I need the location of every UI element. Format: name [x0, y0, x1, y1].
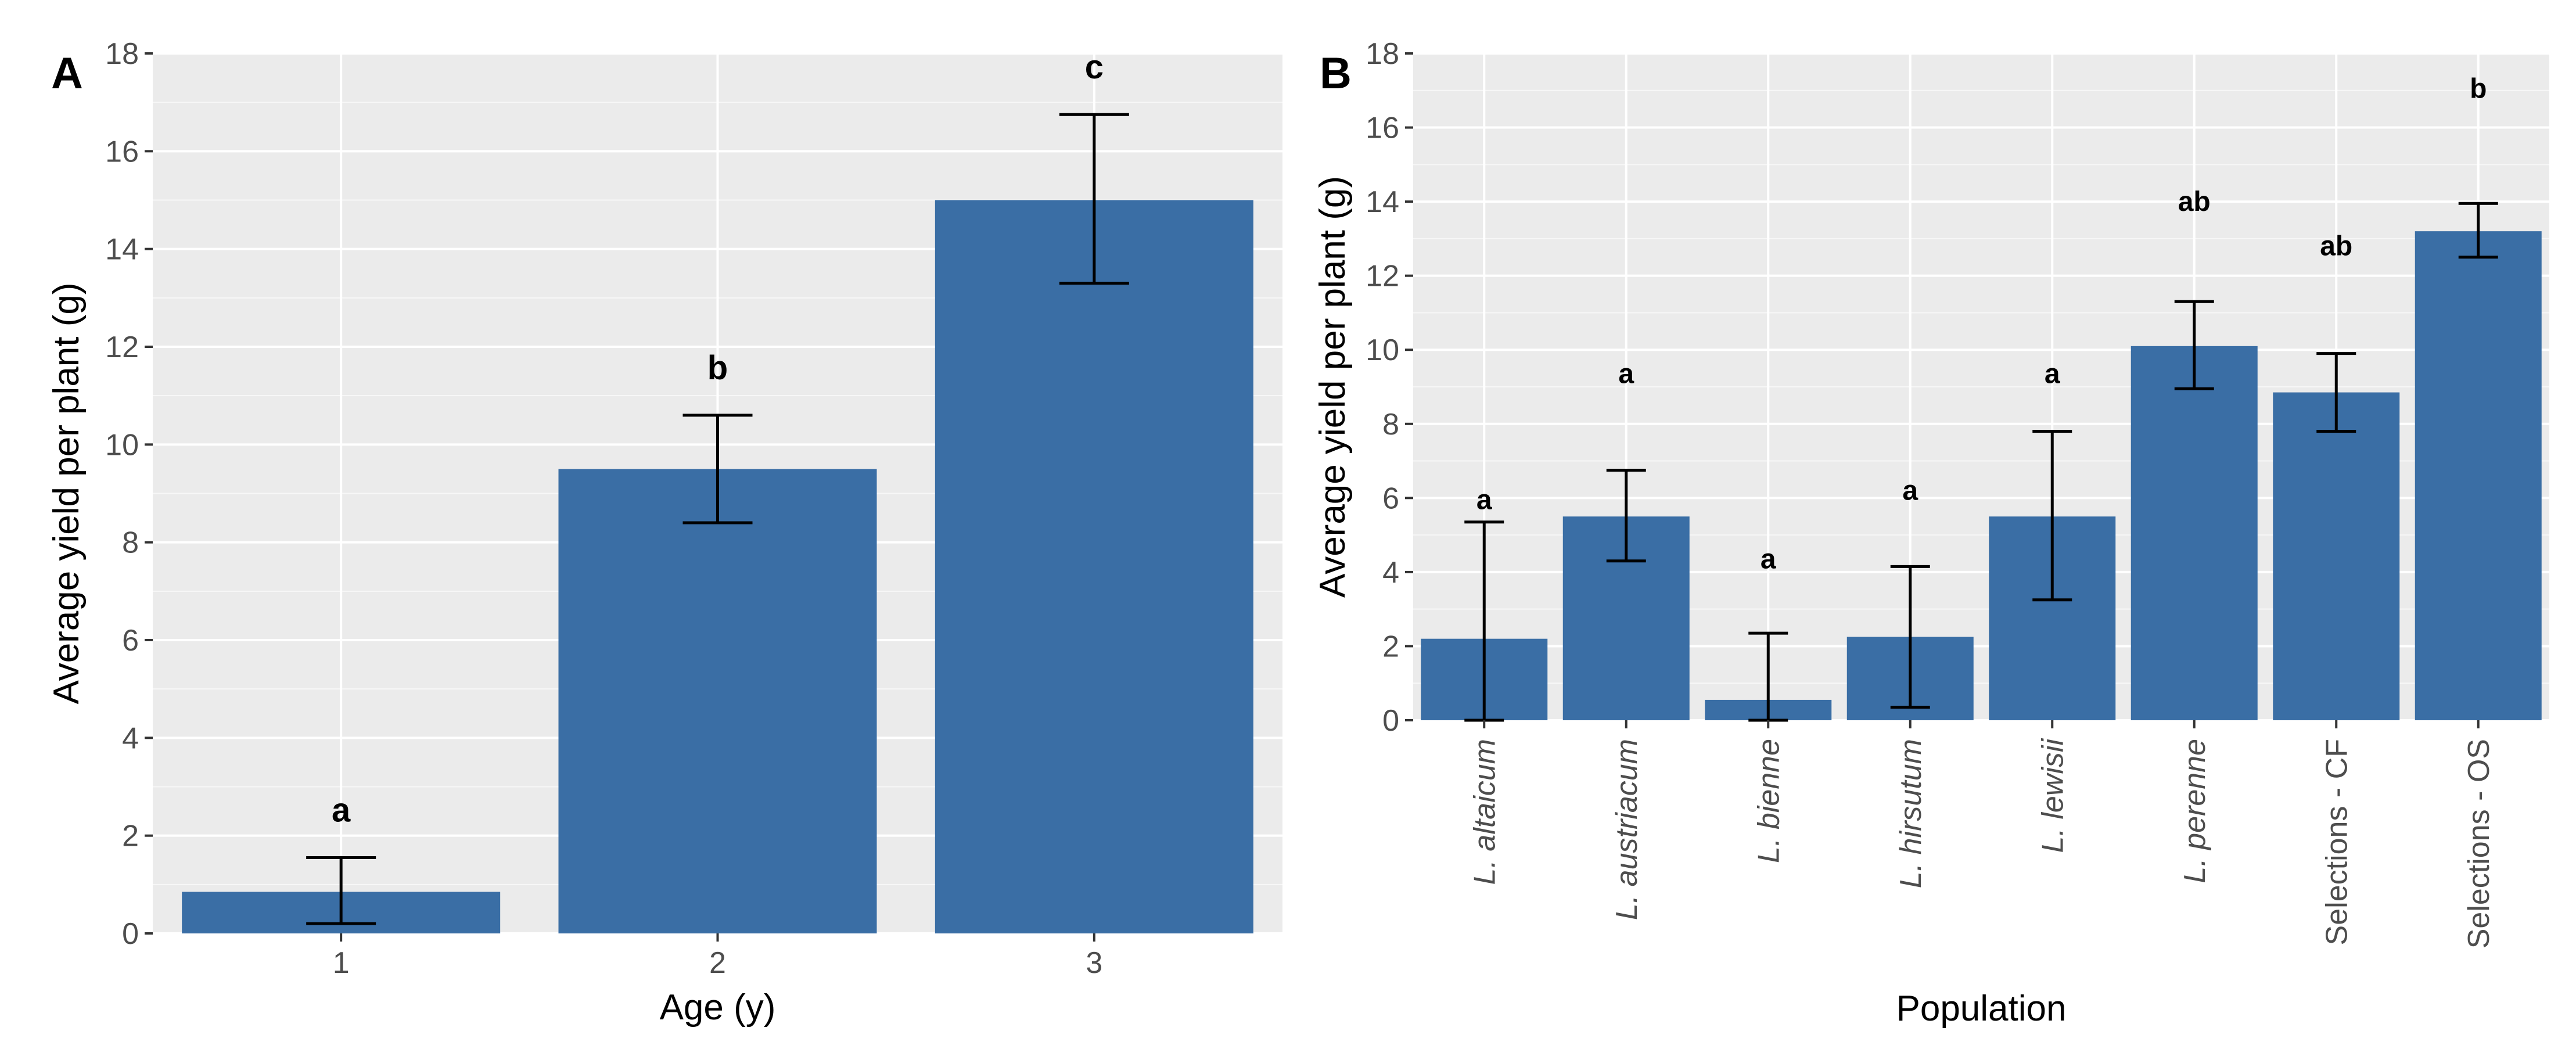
x-axis-title: Age (y): [660, 987, 776, 1028]
y-tick-label: 8: [1382, 408, 1399, 441]
bar: [558, 469, 877, 933]
x-tick-label: Selections - CF: [2320, 739, 2354, 945]
panel-label: B: [1320, 49, 1352, 98]
y-tick-label: 10: [1366, 333, 1399, 367]
y-tick-label: 6: [122, 624, 139, 658]
x-tick-label: 3: [1086, 946, 1102, 980]
x-tick-label: 2: [709, 946, 726, 980]
y-tick-label: 0: [122, 917, 139, 951]
significance-label: a: [1476, 484, 1492, 515]
panel-b: a a a a a ab ab b 0 2 4 6 8 10 12 14 16 18 L. altaicum L. a…: [1313, 37, 2549, 1029]
y-tick-label: 0: [1382, 704, 1399, 738]
x-tick-label: Selections - OS: [2462, 739, 2496, 949]
significance-label: ab: [2320, 231, 2352, 262]
y-tick-label: 2: [1382, 630, 1399, 663]
significance-label: c: [1085, 48, 1104, 86]
x-tick-label: 1: [333, 946, 350, 980]
significance-label: ab: [2178, 186, 2211, 217]
bar: [935, 200, 1253, 933]
significance-label: a: [1902, 476, 1918, 506]
y-axis-title: Average yield per plant (g): [46, 282, 87, 704]
significance-label: a: [332, 792, 351, 829]
y-tick-label: 14: [1366, 185, 1399, 219]
y-tick-label: 12: [1366, 260, 1399, 293]
y-axis-title: Average yield per plant (g): [1313, 176, 1353, 598]
y-tick-label: 18: [1366, 37, 1399, 71]
x-tick-label: L. perenne: [2178, 739, 2212, 883]
bar: [2415, 231, 2542, 721]
x-tick-label: L. hirsutum: [1894, 739, 1928, 888]
y-tick-label: 6: [1382, 482, 1399, 515]
x-tick-label: L. altaicum: [1468, 739, 1501, 885]
y-tick-label: 10: [105, 428, 139, 462]
x-tick-label: L. lewisii: [2036, 738, 2070, 853]
x-tick-label: L. austriacum: [1610, 739, 1644, 920]
y-tick-label: 16: [1366, 112, 1399, 145]
significance-label: a: [2045, 359, 2060, 390]
significance-label: b: [707, 349, 728, 387]
panel-label: A: [51, 49, 83, 98]
significance-label: a: [1761, 544, 1776, 575]
bar: [2131, 346, 2258, 720]
y-tick-label: 4: [122, 721, 139, 755]
y-tick-label: 8: [122, 526, 139, 560]
y-tick-label: 2: [122, 820, 139, 853]
significance-label: a: [1618, 359, 1634, 390]
y-tick-label: 14: [105, 233, 139, 267]
x-tick-label: L. bienne: [1752, 739, 1785, 863]
y-tick-label: 12: [105, 330, 139, 364]
x-axis-title: Population: [1896, 989, 2066, 1029]
y-tick-label: 16: [105, 135, 139, 168]
bar: [2273, 392, 2400, 720]
significance-label: b: [2470, 74, 2487, 105]
y-tick-label: 4: [1382, 556, 1399, 590]
y-tick-label: 18: [105, 37, 139, 71]
